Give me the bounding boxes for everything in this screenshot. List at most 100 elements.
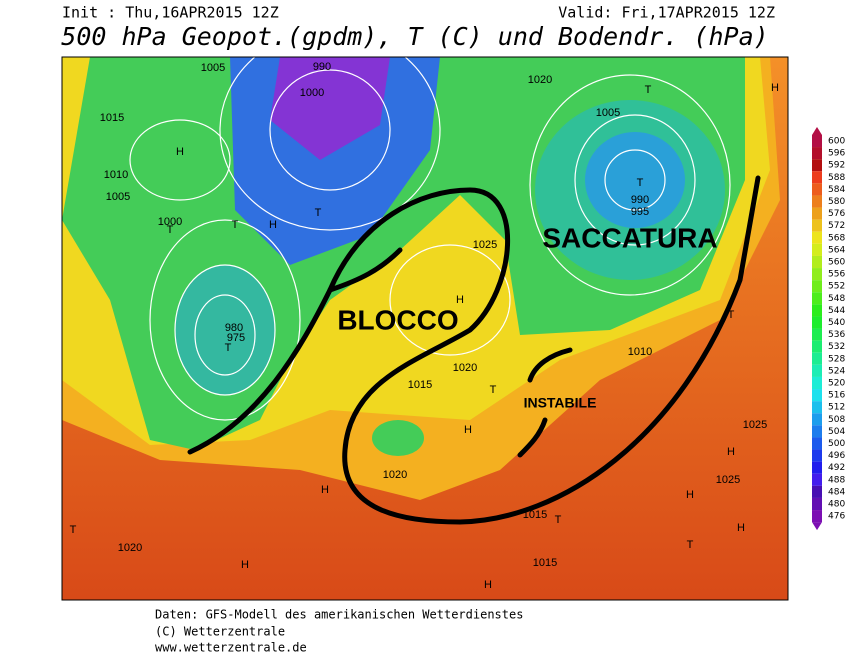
colorbar-band xyxy=(812,316,822,329)
cutoff-low xyxy=(372,420,424,456)
colorbar-band xyxy=(812,401,822,414)
colorbar-label: 484 xyxy=(828,487,845,497)
isobar-label: 1010 xyxy=(628,346,652,358)
colorbar-band xyxy=(812,268,822,281)
colorbar-label: 488 xyxy=(828,475,845,485)
pressure-center: T xyxy=(315,207,322,219)
annotation-lines xyxy=(187,175,761,525)
pressure-center: T xyxy=(687,539,694,551)
pressure-center: T xyxy=(232,219,239,231)
pressure-center: T xyxy=(225,342,232,354)
colorbar-label: 548 xyxy=(828,294,845,304)
annotation: BLOCCO xyxy=(337,304,458,335)
colorbar-label: 580 xyxy=(828,197,845,207)
isobar-label: 1005 xyxy=(201,62,225,74)
colorbar-band xyxy=(812,183,822,196)
isobar-label: 1015 xyxy=(100,112,124,124)
colorbar-band xyxy=(812,340,822,353)
isobar-label: 1020 xyxy=(453,362,477,374)
colorbar-band xyxy=(812,255,822,269)
colorbar-band xyxy=(812,243,822,256)
colorbar-label: 500 xyxy=(828,439,845,449)
isobar-label: 1025 xyxy=(473,239,497,251)
pressure-center: H xyxy=(727,446,735,458)
pressure-center: H xyxy=(241,559,249,571)
colorbar-label: 592 xyxy=(828,161,845,171)
map: BLOCCO SACCATURA INSTABILE H T T H T T T T H H H T H T H H… xyxy=(62,57,788,600)
pressure-center: H xyxy=(321,484,329,496)
colorbar-band xyxy=(812,159,822,172)
pressure-center: T xyxy=(70,524,77,536)
colorbar-label: 528 xyxy=(828,354,845,364)
colorbar-band xyxy=(812,473,822,486)
footer-line: Daten: GFS-Modell des amerikanischen Wet… xyxy=(155,608,523,622)
colorbar-band xyxy=(812,292,822,305)
colorbar-band xyxy=(812,147,822,160)
colorbar-band xyxy=(812,425,822,438)
colorbar-band xyxy=(812,304,822,317)
annotation: SACCATURA xyxy=(542,222,717,253)
colorbar-band xyxy=(812,352,822,365)
isobar-label: 995 xyxy=(631,206,649,218)
colorbar-label: 588 xyxy=(828,173,845,183)
pressure-center: T xyxy=(645,84,652,96)
isobar-label: 1015 xyxy=(533,557,557,569)
valid-time: Valid: Fri,17APR2015 12Z xyxy=(558,4,775,22)
colorbar-label: 532 xyxy=(828,342,845,352)
isobar-label: 1020 xyxy=(528,74,552,86)
footer-line: www.wetterzentrale.de xyxy=(155,641,307,655)
colorbar-label: 520 xyxy=(828,379,845,389)
colorbar-band xyxy=(812,171,822,184)
colorbar-band xyxy=(812,497,822,511)
footer-line: (C) Wetterzentrale xyxy=(155,625,285,639)
colorbar-label: 540 xyxy=(828,318,845,328)
colorbar-label: 536 xyxy=(828,330,845,340)
pressure-center: T xyxy=(490,384,497,396)
colorbar-label: 576 xyxy=(828,209,845,219)
colorbar-band xyxy=(812,461,822,474)
colorbar-label: 560 xyxy=(828,258,845,268)
colorbar-label: 492 xyxy=(828,463,845,473)
colorbar-band xyxy=(812,485,822,498)
map-title: 500 hPa Geopot.(gpdm), T (C) und Bodendr… xyxy=(61,22,768,51)
annotation: INSTABILE xyxy=(524,395,597,411)
isobar-label: 1025 xyxy=(716,474,740,486)
isobar-label: 1015 xyxy=(408,379,432,391)
pressure-center: T xyxy=(637,177,644,189)
isobar-label: 990 xyxy=(313,61,331,73)
pressure-center: H xyxy=(464,424,472,436)
isobar-label: 975 xyxy=(227,332,245,344)
colorbar-label: 496 xyxy=(828,451,845,461)
isobar-label: 1000 xyxy=(158,216,182,228)
colorbar-label: 584 xyxy=(828,185,845,195)
colorbar-cap xyxy=(812,522,822,531)
colorbar-label: 556 xyxy=(828,270,845,280)
colorbar-band xyxy=(812,207,822,220)
isobar-label: 1005 xyxy=(106,191,130,203)
colorbar-band xyxy=(812,510,822,523)
pressure-center: H xyxy=(737,522,745,534)
isobar-label: 980 xyxy=(225,322,243,334)
cold-core-east xyxy=(585,132,685,228)
colorbar-band xyxy=(812,195,822,208)
isobar-label: 1000 xyxy=(300,87,324,99)
pressure-center: H xyxy=(176,146,184,158)
colorbar-band xyxy=(812,364,822,377)
colorbar-label: 512 xyxy=(828,403,845,413)
pressure-center: H xyxy=(771,82,779,94)
pressure-center: H xyxy=(484,579,492,591)
isobar-label: 1010 xyxy=(104,169,128,181)
isobar-label: 1025 xyxy=(743,419,767,431)
colorbar-band xyxy=(812,280,822,293)
colorbar-label: 476 xyxy=(828,512,845,522)
isobar-label: 1020 xyxy=(118,542,142,554)
pressure-center: H xyxy=(686,489,694,501)
colorbar-band xyxy=(812,389,822,402)
pressure-center: T xyxy=(555,514,562,526)
colorbar-band xyxy=(812,413,822,426)
purple-zone xyxy=(270,57,390,160)
colorbar-cap xyxy=(812,126,822,135)
init-time: Init : Thu,16APR2015 12Z xyxy=(62,4,279,22)
isobar-label: 1015 xyxy=(523,509,547,521)
